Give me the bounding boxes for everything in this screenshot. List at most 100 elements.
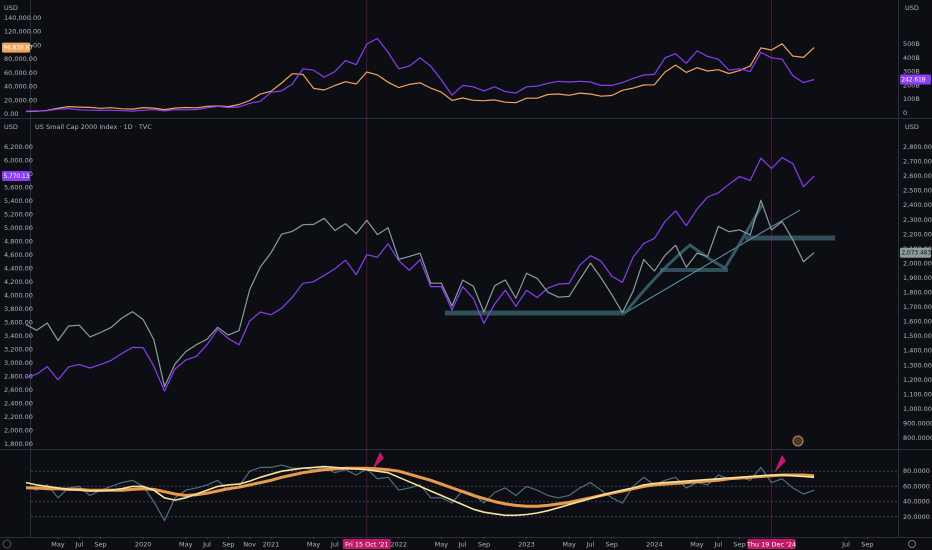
y2-axis-unit: USD (905, 4, 919, 12)
x-tick-label: May (179, 541, 193, 549)
x-tick-label: 2023 (518, 541, 535, 549)
x-tick-label: Fri 15 Oct '21 (345, 541, 389, 549)
x-tick-label: Sep (733, 541, 745, 549)
y2-tick-label: 1,300.0000 (903, 361, 932, 369)
settings-icon[interactable] (908, 540, 916, 548)
y2-tick-label: 1,900.0000 (903, 274, 932, 282)
y2-tick-label: 60.0000 (903, 482, 930, 490)
y2-tick-label: 2,700.0000 (903, 158, 932, 166)
arrow-marker (372, 452, 384, 470)
series-line (25, 465, 815, 517)
y-tick-label: 5,200.00 (4, 211, 33, 219)
y-tick-label: 0.00 (4, 110, 18, 118)
y2-tick-label: 1,400.0000 (903, 347, 932, 355)
y-tick-label: 2,600.00 (4, 386, 33, 394)
chart-title: US Small Cap 2000 Index · 1D · TVC (35, 123, 152, 131)
price-badge-label: 96,838.87 (4, 46, 34, 52)
y-tick-label: 60,000.00 (4, 69, 37, 77)
price-badge-label: 5,770.13 (4, 174, 30, 180)
x-tick-label: Jul (74, 541, 83, 549)
event-icon[interactable] (792, 435, 804, 447)
pattern-curve (623, 204, 764, 314)
y-tick-label: 6,200.00 (4, 143, 33, 151)
y2-tick-label: 0 (903, 109, 907, 117)
y2-tick-label: 1,600.0000 (903, 318, 932, 326)
x-tick-label: May (307, 541, 321, 549)
y2-tick-label: 2,000.0000 (903, 259, 932, 267)
y-tick-label: 40,000.00 (4, 83, 37, 91)
y-tick-label: 20,000.00 (4, 96, 37, 104)
series-line (25, 199, 815, 388)
y-axis-unit: USD (4, 123, 18, 131)
highlight-label-bg (747, 539, 796, 549)
y2-tick-label: 2,800.0000 (903, 143, 932, 151)
y-tick-label: 2,800.00 (4, 373, 33, 381)
y-tick-label: 3,800.00 (4, 305, 33, 313)
series-line (25, 157, 815, 392)
x-tick-label: Jul (841, 541, 850, 549)
arrow-marker (774, 455, 786, 473)
y-axis-unit: USD (4, 4, 18, 12)
y-tick-label: 3,600.00 (4, 319, 33, 327)
x-tick-label: Jul (458, 541, 467, 549)
y-tick-label: 6,000.00 (4, 157, 33, 165)
x-tick-label: Sep (861, 541, 873, 549)
y-tick-label: 80,000.00 (4, 55, 37, 63)
y2-tick-label: 400B (903, 54, 920, 62)
x-tick-label: 2022 (390, 541, 407, 549)
y-tick-label: 4,800.00 (4, 238, 33, 246)
series-line (26, 466, 815, 508)
x-tick-label: May (690, 541, 704, 549)
y-tick-label: 2,000.00 (4, 427, 33, 435)
x-tick-label: Sep (478, 541, 490, 549)
y-tick-label: 5,600.00 (4, 184, 33, 192)
x-tick-label: 2020 (135, 541, 152, 549)
price-badge (900, 247, 931, 258)
x-tick-label: May (562, 541, 576, 549)
y-tick-label: 3,200.00 (4, 346, 33, 354)
y2-tick-label: 80.0000 (903, 467, 930, 475)
y2-tick-label: 2,500.0000 (903, 187, 932, 195)
x-tick-label: 2024 (646, 541, 663, 549)
y2-tick-label: 1,800.0000 (903, 289, 932, 297)
y2-tick-label: 300B (903, 68, 920, 76)
x-tick-label: Nov (243, 541, 256, 549)
x-tick-label: Jul (586, 541, 595, 549)
y-tick-label: 120,000.00 (4, 28, 41, 36)
y2-axis-unit: USD (905, 123, 919, 131)
y2-tick-label: 900.0000 (903, 419, 932, 427)
y2-tick-label: 800.0000 (903, 434, 932, 442)
x-tick-label: Jul (202, 541, 211, 549)
help-icon[interactable] (2, 539, 12, 549)
y-tick-label: 3,400.00 (4, 332, 33, 340)
y2-tick-label: 200B (903, 81, 920, 89)
price-badge (900, 74, 931, 85)
x-tick-label: Sep (222, 541, 234, 549)
y-tick-label: 140,000.00 (4, 14, 41, 22)
markers (372, 452, 786, 473)
y2-tick-label: 100B (903, 95, 920, 103)
y-tick-label: 1,800.00 (4, 440, 33, 448)
price-badge (2, 42, 30, 53)
y-tick-label: 4,600.00 (4, 251, 33, 259)
y-tick-label: 4,200.00 (4, 278, 33, 286)
y-tick-label: 2,200.00 (4, 413, 33, 421)
y2-tick-label: 20.0000 (903, 513, 930, 521)
y2-tick-label: 40.0000 (903, 498, 930, 506)
y2-tick-label: 1,100.0000 (903, 390, 932, 398)
x-tick-label: May (435, 541, 449, 549)
price-badge-label: 242.61B (902, 78, 926, 84)
y-tick-label: 3,000.00 (4, 359, 33, 367)
price-badge-label: 2,073.4830 (902, 251, 932, 257)
y2-tick-label: 2,300.0000 (903, 216, 932, 224)
y2-tick-label: 1,200.0000 (903, 376, 932, 384)
y-tick-label: 5,000.00 (4, 224, 33, 232)
x-tick-label: Thu 19 Dec '24 (746, 541, 796, 549)
y-tick-label: 4,000.00 (4, 292, 33, 300)
x-tick-label: May (51, 541, 65, 549)
y2-tick-label: 2,200.0000 (903, 230, 932, 238)
y2-tick-label: 2,400.0000 (903, 201, 932, 209)
x-tick-label: Jul (330, 541, 339, 549)
